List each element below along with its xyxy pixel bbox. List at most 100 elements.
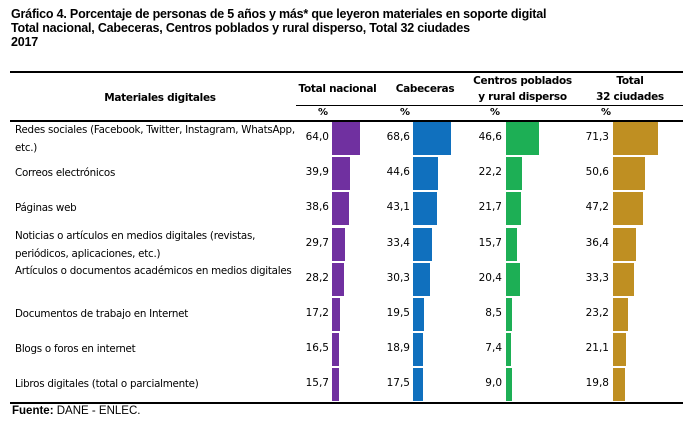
bar — [413, 298, 424, 331]
value-label: 21,1 — [585, 342, 609, 355]
bar — [332, 333, 339, 367]
col-header-line-2: y rural disperso — [478, 91, 567, 103]
bar — [413, 192, 437, 226]
bar — [506, 368, 512, 402]
value-label: 19,8 — [585, 377, 609, 390]
row-label: Correos electrónicos — [15, 167, 116, 180]
bar — [332, 122, 360, 155]
value-label: 30,3 — [386, 271, 410, 284]
col-header-cabeceras: Cabeceras — [395, 83, 455, 95]
title-line-1: Gráfico 4. Porcentaje de personas de 5 a… — [11, 7, 547, 21]
unit-centros-poblados: % — [490, 107, 501, 118]
bar — [413, 227, 432, 261]
col-header-line-1: Total — [616, 75, 644, 87]
chart-title: Gráfico 4. Porcentaje de personas de 5 a… — [11, 7, 546, 49]
table-row: Páginas web 38,6 43,1 21,7 47,2 — [0, 191, 693, 226]
value-label: 44,6 — [386, 166, 410, 179]
row-header: Materiales digitales — [104, 92, 216, 104]
bar — [613, 192, 643, 226]
row-label: Noticias o artículos en medios digitales… — [15, 229, 256, 260]
col-header-line-2: 32 ciudades — [596, 91, 664, 103]
bar — [413, 122, 451, 155]
table-row: Redes sociales (Facebook, Twitter, Insta… — [0, 121, 693, 156]
col-header-centros-poblados: Centros poblados y rural disperso — [465, 73, 580, 105]
bar — [413, 368, 423, 402]
row-label: Blogs o foros en internet — [15, 343, 136, 356]
value-label: 7,4 — [485, 342, 502, 355]
value-label: 39,9 — [305, 166, 329, 179]
bar — [413, 157, 438, 191]
bar — [506, 227, 517, 261]
value-label: 38,6 — [305, 201, 329, 214]
value-label: 33,4 — [386, 236, 410, 249]
value-label: 16,5 — [305, 342, 329, 355]
bar — [332, 368, 339, 402]
value-label: 29,7 — [305, 236, 329, 249]
col-header-line-1: Centros poblados — [473, 75, 572, 87]
bar — [613, 333, 626, 367]
value-label: 19,5 — [386, 307, 410, 319]
value-label: 36,4 — [585, 236, 609, 249]
value-label: 21,7 — [478, 201, 502, 214]
bar — [332, 262, 344, 296]
title-line-3: 2017 — [11, 35, 39, 49]
value-label: 17,5 — [386, 377, 410, 390]
bar — [332, 157, 350, 191]
value-label: 50,6 — [585, 166, 609, 179]
value-label: 18,9 — [386, 342, 410, 355]
header-bottom-rule — [10, 120, 683, 122]
table-row: Documentos de trabajo en Internet 17,2 19,… — [0, 297, 693, 332]
bar — [332, 298, 340, 331]
value-label: 33,3 — [585, 271, 609, 284]
value-label: 64,0 — [305, 131, 329, 143]
table-row: Noticias o artículos en medios digitales… — [0, 227, 693, 262]
value-label: 71,3 — [585, 131, 609, 143]
bar — [506, 298, 512, 331]
value-label: 23,2 — [585, 307, 609, 319]
bar — [613, 122, 658, 155]
table-row: Libros digitales (total o parcialmente) 1… — [0, 367, 693, 402]
bar — [332, 192, 349, 226]
header-sub-rule — [296, 105, 683, 106]
table-row: Correos electrónicos 39,9 44,6 22,2 50,6 — [0, 156, 693, 191]
value-label: 28,2 — [305, 271, 329, 284]
title-line-2: Total nacional, Cabeceras, Centros pobla… — [11, 21, 470, 35]
value-label: 68,6 — [386, 131, 410, 143]
bottom-rule — [10, 402, 683, 404]
value-label: 47,2 — [585, 201, 609, 214]
bar — [506, 192, 521, 226]
value-label: 9,0 — [485, 377, 502, 390]
bar — [506, 333, 511, 367]
bar — [332, 227, 345, 261]
bar — [506, 157, 522, 191]
bar — [613, 262, 634, 296]
col-header-total-32: Total 32 ciudades — [585, 73, 675, 105]
value-label: 46,6 — [478, 131, 502, 143]
unit-total-32: % — [601, 107, 612, 118]
row-label: Páginas web — [15, 202, 77, 215]
row-label: Artículos o documentos académicos en med… — [15, 264, 292, 277]
unit-total-nacional: % — [318, 107, 329, 118]
top-rule — [10, 71, 683, 73]
value-label: 8,5 — [485, 307, 502, 319]
bar — [613, 157, 645, 191]
value-label: 15,7 — [478, 236, 502, 249]
source-text: DANE - ENLEC. — [53, 405, 141, 417]
value-label: 22,2 — [478, 166, 502, 179]
bar — [613, 298, 628, 331]
row-label: Documentos de trabajo en Internet — [15, 308, 189, 320]
value-label: 17,2 — [305, 307, 329, 319]
bar — [613, 368, 625, 402]
source-note: Fuente: DANE - ENLEC. — [12, 405, 140, 417]
bar — [613, 227, 636, 261]
col-header-total-nacional: Total nacional — [298, 83, 377, 95]
value-label: 15,7 — [305, 377, 329, 390]
bar — [506, 122, 539, 155]
table-row: Blogs o foros en internet 16,5 18,9 7,4 21,1 — [0, 332, 693, 367]
bar — [413, 333, 423, 367]
table-row: Artículos o documentos académicos en med… — [0, 262, 693, 297]
value-label: 20,4 — [478, 271, 502, 284]
value-label: 43,1 — [386, 201, 410, 214]
bar — [413, 262, 430, 296]
unit-cabeceras: % — [400, 107, 411, 118]
